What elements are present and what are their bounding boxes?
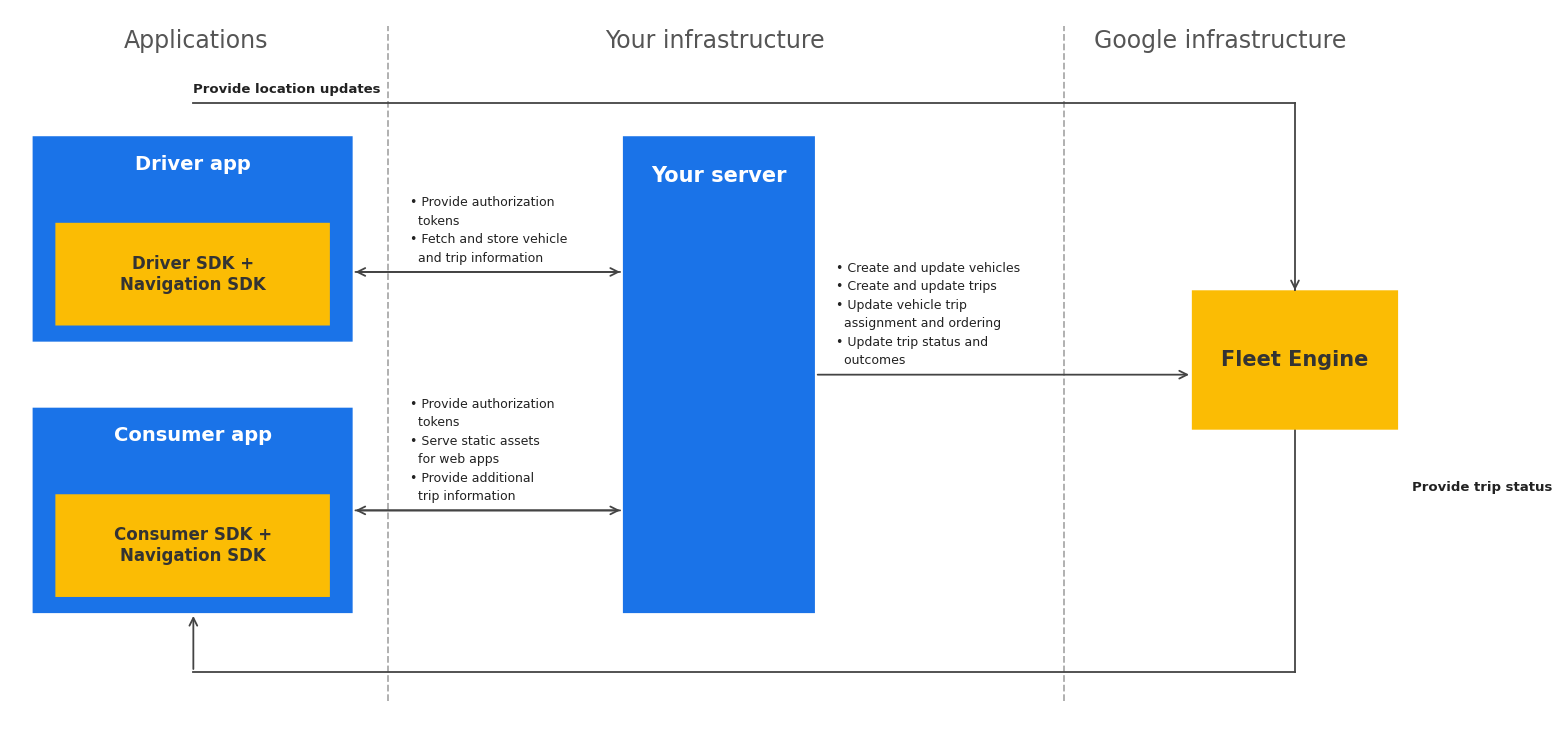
Text: Google infrastructure: Google infrastructure [1094,29,1347,53]
Text: Applications: Applications [123,29,268,53]
Text: • Provide authorization
  tokens
• Serve static assets
  for web apps
• Provide : • Provide authorization tokens • Serve s… [410,398,553,503]
Text: Your server: Your server [652,165,787,186]
Text: Provide location updates: Provide location updates [193,83,380,96]
Text: • Provide authorization
  tokens
• Fetch and store vehicle
  and trip informatio: • Provide authorization tokens • Fetch a… [410,196,567,265]
Text: • Create and update vehicles
• Create and update trips
• Update vehicle trip
  a: • Create and update vehicles • Create an… [836,262,1021,367]
Text: Consumer SDK +
Navigation SDK: Consumer SDK + Navigation SDK [114,526,271,565]
Text: Provide trip status: Provide trip status [1412,481,1553,494]
FancyBboxPatch shape [33,407,352,613]
Text: Driver SDK +
Navigation SDK: Driver SDK + Navigation SDK [120,255,265,294]
Text: Driver app: Driver app [134,154,251,174]
FancyBboxPatch shape [56,223,331,326]
Text: Fleet Engine: Fleet Engine [1221,350,1369,370]
FancyBboxPatch shape [1191,290,1398,430]
FancyBboxPatch shape [56,494,331,597]
Text: Consumer app: Consumer app [114,426,271,445]
FancyBboxPatch shape [624,137,815,613]
FancyBboxPatch shape [33,137,352,341]
Text: Your infrastructure: Your infrastructure [605,29,825,53]
